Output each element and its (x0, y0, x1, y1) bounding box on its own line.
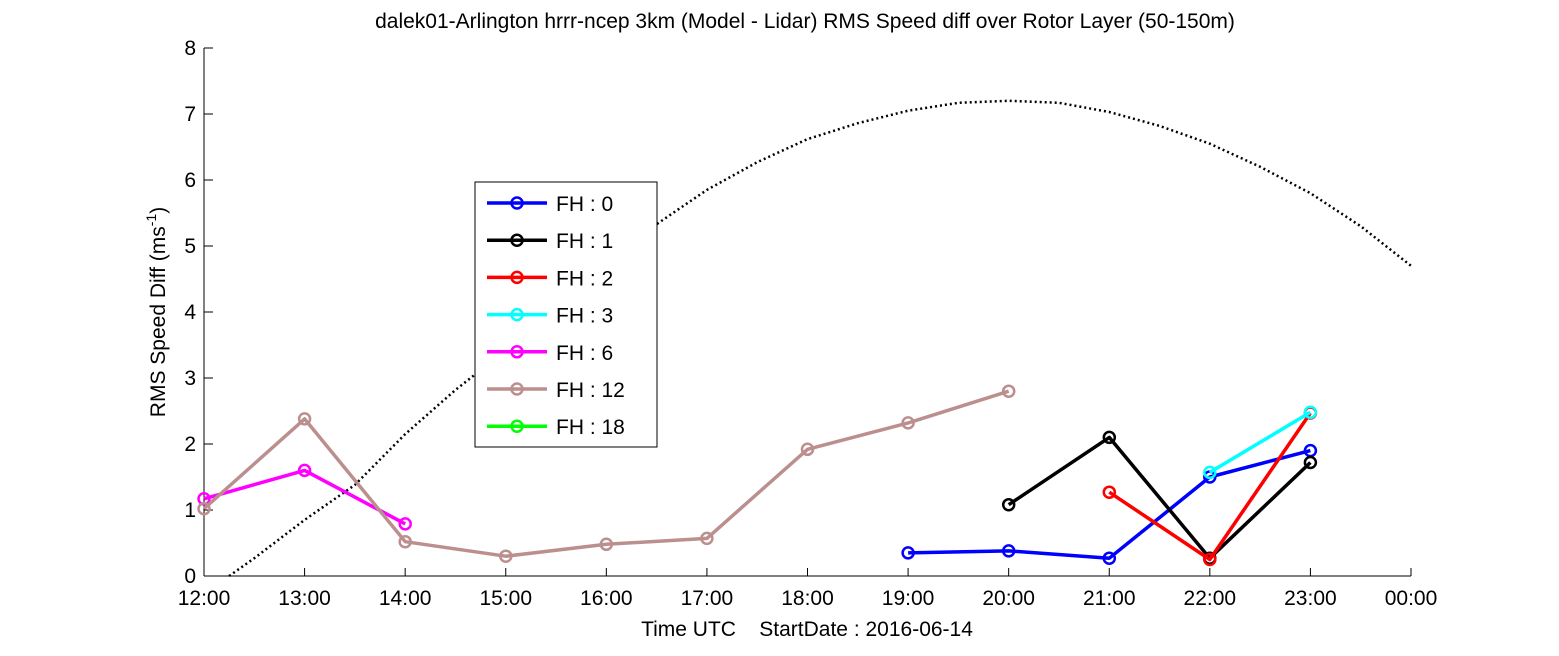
series-line (908, 448, 1311, 560)
reference-curve-line (228, 99, 1412, 578)
legend-label: FH : 18 (556, 416, 625, 439)
legend-swatch-marker (510, 382, 524, 396)
series-group (1001, 430, 1318, 565)
y-tick-label: 8 (184, 37, 196, 60)
data-point (1001, 544, 1016, 558)
x-tick-label: 00:00 (1385, 587, 1438, 610)
svg-text:RMS Speed Diff (ms-1): RMS Speed Diff (ms-1) (143, 207, 170, 417)
y-axis-label-superscript: -1 (143, 214, 159, 227)
data-point (1203, 465, 1217, 480)
data-point (197, 501, 211, 516)
data-point (1303, 455, 1318, 470)
data-point (398, 517, 412, 531)
data-point (1303, 405, 1318, 420)
y-tick-label: 6 (184, 169, 196, 192)
x-tick-label: 20:00 (982, 587, 1035, 610)
legend-entry: FH : 12 (487, 379, 625, 402)
series-group (901, 443, 1318, 565)
data-point (1102, 430, 1117, 445)
series-line (202, 389, 1010, 558)
data-point (901, 416, 915, 430)
y-axis-label-main: RMS Speed Diff (ms (147, 226, 170, 417)
x-tick-label: 18:00 (781, 587, 834, 610)
series-group (197, 384, 1016, 563)
data-point (700, 531, 714, 546)
data-point (297, 463, 312, 478)
reference-curve (228, 99, 1412, 578)
legend-label: FH : 3 (556, 305, 613, 328)
data-point (1102, 551, 1117, 565)
data-point (1102, 485, 1117, 499)
y-axis-label: RMS Speed Diff (ms-1) (143, 207, 170, 417)
x-tick-label: 16:00 (580, 587, 633, 610)
data-point (398, 534, 412, 549)
series-layer (197, 384, 1318, 567)
data-point (800, 442, 815, 457)
plot-axes (203, 48, 1411, 577)
legend-swatch-marker (510, 196, 524, 210)
series-line (1208, 410, 1312, 474)
x-tick-label: 13:00 (278, 587, 331, 610)
x-tick-label: 15:00 (479, 587, 532, 610)
legend-label: FH : 12 (556, 379, 625, 402)
legend-entry: FH : 1 (487, 230, 613, 253)
legend-entry: FH : 2 (487, 267, 613, 290)
data-point (297, 412, 312, 426)
legend-label: FH : 2 (556, 267, 613, 290)
legend-label: FH : 1 (556, 230, 613, 253)
y-tick-label: 0 (184, 565, 196, 588)
legend-swatch-marker (510, 307, 524, 322)
x-axis-label: Time UTC StartDate : 2016-06-14 (641, 618, 973, 641)
y-tick-label: 7 (184, 103, 196, 126)
legend-label: FH : 0 (556, 193, 613, 216)
legend-swatch-marker (510, 270, 524, 285)
legend-entry: FH : 3 (487, 305, 613, 328)
data-point (901, 546, 915, 560)
y-axis-ticks: 0 1 2 3 4 5 6 7 8 (184, 37, 213, 588)
y-tick-label: 1 (184, 499, 196, 522)
y-tick-label: 5 (184, 235, 196, 258)
data-point (1001, 497, 1016, 512)
x-tick-label: 14:00 (379, 587, 432, 610)
data-point (1203, 552, 1217, 567)
series-line (1007, 435, 1312, 560)
legend-entry: FH : 18 (487, 416, 625, 439)
legend-swatch-marker (510, 233, 524, 247)
legend-swatch-marker (510, 345, 524, 359)
series-line (1108, 412, 1312, 562)
x-tick-label: 22:00 (1184, 587, 1237, 610)
legend-swatch-marker (510, 419, 524, 433)
y-tick-label: 2 (184, 433, 196, 456)
series-line (203, 468, 407, 526)
x-tick-label: 12:00 (178, 587, 231, 610)
y-tick-label: 3 (184, 367, 196, 390)
x-axis-ticks: 12:00 13:00 14:00 15:00 16:00 17:00 18:00 19:00… (178, 568, 1438, 610)
series-group (197, 463, 412, 531)
series-group (1203, 405, 1318, 480)
chart-title: dalek01-Arlington hrrr-ncep 3km (Model -… (375, 10, 1235, 33)
data-point (499, 549, 513, 563)
legend-entry: FH : 6 (487, 342, 613, 365)
legend-label: FH : 6 (556, 342, 613, 365)
y-axis-label-close: ) (147, 207, 170, 214)
x-tick-label: 23:00 (1284, 587, 1337, 610)
data-point (1001, 384, 1016, 398)
legend-entry: FH : 0 (487, 193, 613, 216)
data-point (599, 537, 614, 552)
y-tick-label: 4 (184, 301, 196, 324)
x-tick-label: 21:00 (1083, 587, 1136, 610)
x-tick-label: 17:00 (681, 587, 734, 610)
x-tick-label: 19:00 (882, 587, 935, 610)
legend: FH : 0 FH : 1 FH : 2 FH : 3 FH : 6 FH : 12 FH … (474, 181, 658, 448)
